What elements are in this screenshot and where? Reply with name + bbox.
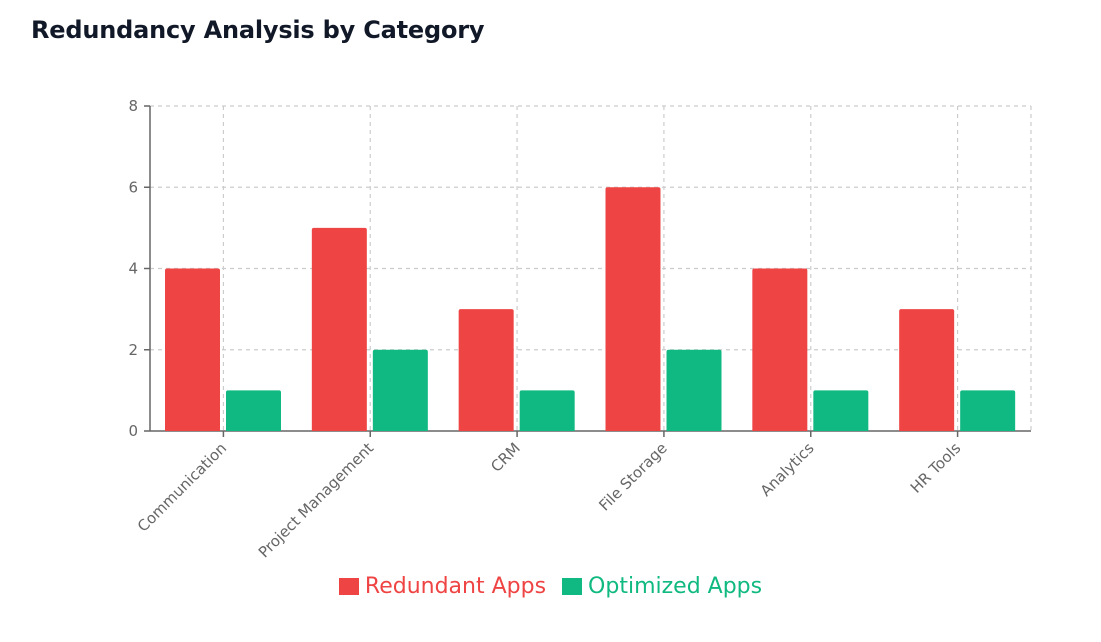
bar-redundant-crm[interactable] [458,309,514,431]
legend-label-redundant: Redundant Apps [364,573,547,599]
y-tick-label: 0 [128,422,138,440]
bar-redundant-communication[interactable] [165,268,220,432]
y-tick-label: 2 [128,341,138,359]
y-tick-label: 6 [128,178,138,196]
x-tick-label: File Storage [595,439,670,514]
legend-label-optimized: Optimized Apps [588,573,763,599]
chart-title: Redundancy Analysis by Category [31,16,485,44]
x-axis-ticks: Communication Project Management CRM File S… [134,431,965,561]
chart-legend: Redundant Apps Optimized Apps [0,570,1101,602]
bar-optimized-file-storage[interactable] [666,349,722,431]
x-tick-label: Analytics [757,439,818,500]
bar-redundant-project-management[interactable] [311,227,367,431]
bars [165,187,1016,432]
x-tick-label: CRM [487,439,524,476]
legend-swatch-optimized [562,577,583,595]
legend-item-redundant-apps[interactable]: Redundant Apps [338,573,547,599]
bar-optimized-hr-tools[interactable] [960,390,1016,431]
y-tick-label: 8 [128,97,138,115]
bar-optimized-communication[interactable] [226,390,281,431]
bar-redundant-analytics[interactable] [752,268,808,432]
y-axis-ticks: 0 2 4 6 8 [128,97,150,440]
grid-lines [150,105,1032,431]
x-tick-label: Project Management [255,439,377,561]
bar-optimized-crm[interactable] [519,390,575,431]
y-tick-label: 4 [128,260,138,278]
legend-item-optimized-apps[interactable]: Optimized Apps [562,574,762,599]
bar-optimized-analytics[interactable] [813,390,869,431]
x-tick-label: Communication [134,439,230,535]
bar-optimized-project-management[interactable] [372,349,428,431]
bar-redundant-hr-tools[interactable] [899,309,955,431]
bar-redundant-file-storage[interactable] [605,187,661,431]
x-tick-label: HR Tools [907,439,965,497]
legend-swatch-redundant [338,577,359,595]
